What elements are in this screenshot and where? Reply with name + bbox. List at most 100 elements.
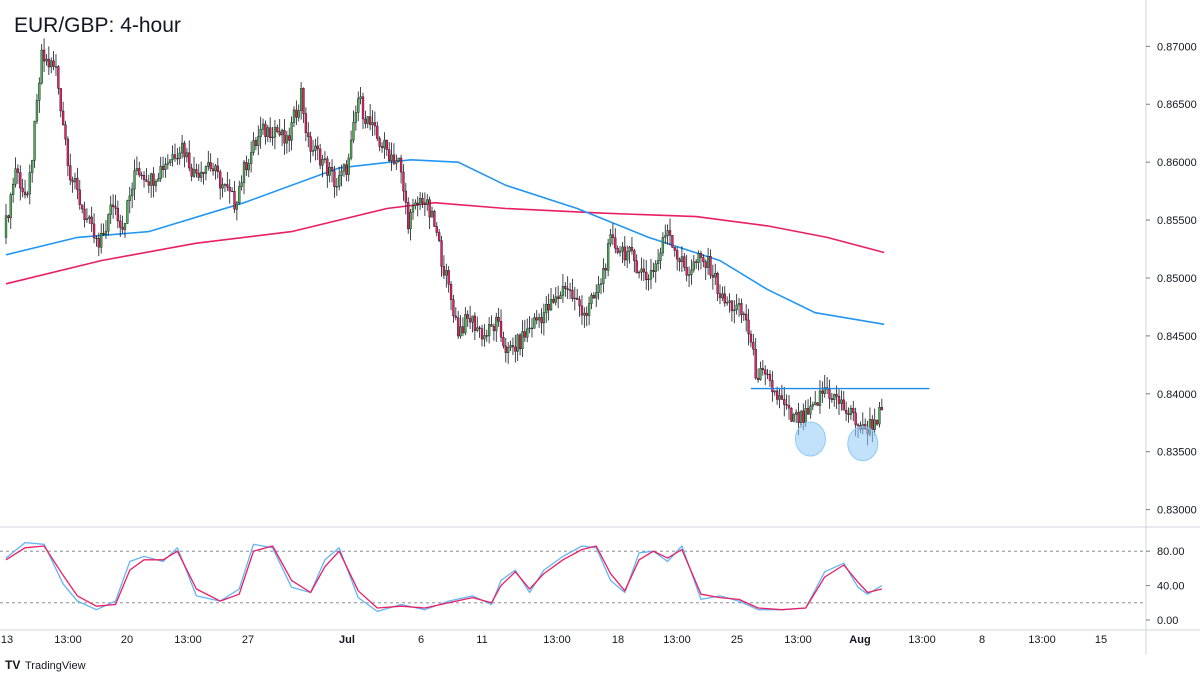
candle <box>28 164 31 205</box>
candle-body <box>592 295 596 299</box>
candle <box>752 334 755 356</box>
candle <box>440 236 443 277</box>
candle <box>271 126 274 146</box>
candle-body <box>226 184 229 188</box>
candle <box>147 174 150 193</box>
candle <box>756 368 760 383</box>
candle-body <box>31 160 34 173</box>
candle-body <box>673 247 676 251</box>
candle-body <box>261 123 265 130</box>
candle <box>695 259 698 269</box>
candle-body <box>816 402 819 406</box>
candle <box>747 308 750 346</box>
candle-body <box>69 165 72 181</box>
candle <box>85 208 89 223</box>
candle-body <box>664 235 667 238</box>
candle <box>142 171 146 188</box>
candle <box>676 246 679 271</box>
candle-body <box>683 256 686 268</box>
candle <box>723 286 726 307</box>
stoch-tick-label: 0.00 <box>1157 615 1178 627</box>
candle-body <box>397 157 400 161</box>
candle-body <box>873 419 876 430</box>
candle <box>521 320 524 358</box>
candle-body <box>792 414 795 422</box>
candle-body <box>116 208 120 222</box>
candle <box>178 146 181 165</box>
candle <box>33 120 36 168</box>
candle <box>471 315 474 333</box>
ma-slow-line <box>5 201 885 285</box>
candle-body <box>709 255 712 276</box>
candle-body <box>269 127 272 138</box>
candle-body <box>299 88 303 111</box>
candle-body <box>445 270 448 276</box>
candle-body <box>773 390 776 393</box>
candle <box>626 245 629 269</box>
candle <box>321 154 324 178</box>
candle <box>380 142 384 153</box>
candle-body <box>557 296 560 299</box>
candle <box>266 124 269 143</box>
candle-body <box>11 183 15 195</box>
candle <box>787 395 791 420</box>
candle-body <box>307 132 310 137</box>
candle <box>759 361 762 381</box>
candle <box>523 319 526 342</box>
candle <box>844 401 848 421</box>
candle-body <box>785 404 788 406</box>
candle-body <box>745 313 748 321</box>
candle-body <box>676 250 679 260</box>
candle <box>683 252 686 272</box>
chart-title: EUR/GBP: 4-hour <box>14 14 181 37</box>
candle <box>416 196 419 217</box>
candle <box>654 259 657 283</box>
candle-body <box>811 404 814 407</box>
candle <box>285 130 288 154</box>
candle <box>664 224 667 244</box>
candle-body <box>702 257 705 262</box>
candle-body <box>559 295 562 299</box>
candle-body <box>92 223 96 239</box>
candle <box>552 294 555 304</box>
candle-body <box>216 165 219 172</box>
candle-body <box>464 314 467 334</box>
candle <box>821 381 824 403</box>
candle-body <box>302 88 305 114</box>
candle-body <box>40 49 43 84</box>
candle-body <box>309 136 312 152</box>
candle-body <box>656 260 660 265</box>
time-tick-label: 13:00 <box>174 634 202 646</box>
candle <box>680 246 684 272</box>
candle-body <box>280 129 284 136</box>
candle-body <box>690 269 693 275</box>
candle <box>45 53 48 66</box>
candle <box>840 390 843 411</box>
candle-body <box>842 399 845 411</box>
candle <box>735 293 738 315</box>
candle-body <box>780 395 784 400</box>
candle <box>276 124 279 133</box>
candle-body <box>361 96 365 120</box>
candle <box>64 120 67 146</box>
candle-body <box>737 303 741 306</box>
candle-body <box>587 303 591 316</box>
candle <box>578 295 581 317</box>
candle-body <box>602 268 605 284</box>
candle-body <box>104 230 108 235</box>
candle-body <box>392 154 396 164</box>
candle-body <box>340 170 343 176</box>
candle-body <box>119 220 122 228</box>
candle <box>733 300 736 324</box>
candle-body <box>249 152 253 164</box>
candle-body <box>423 202 427 205</box>
candle-body <box>618 250 622 253</box>
candle <box>383 132 386 159</box>
candle <box>728 293 731 313</box>
candle-body <box>395 160 398 164</box>
candle-body <box>157 178 160 182</box>
candle <box>245 155 248 176</box>
candle-body <box>609 234 612 244</box>
candle <box>616 245 619 255</box>
candle-body <box>50 60 53 68</box>
